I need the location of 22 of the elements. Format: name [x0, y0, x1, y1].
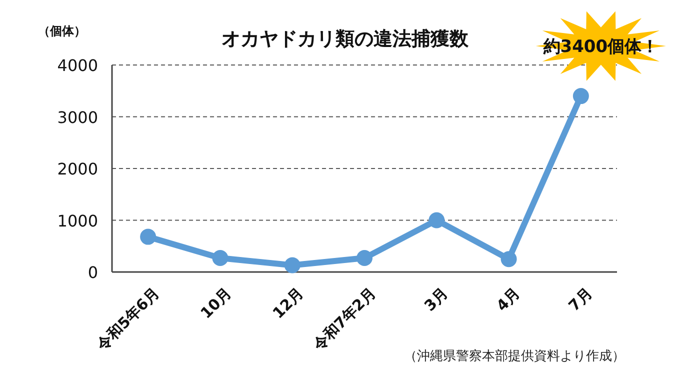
y-tick-label: 4000 [57, 56, 98, 75]
x-tick-label: 4月 [492, 284, 524, 315]
point [140, 228, 156, 245]
y-axis-title: （個体） [38, 24, 86, 38]
x-tick-label: 12月 [269, 284, 308, 322]
point [212, 250, 228, 266]
point [572, 88, 589, 104]
x-tick-label: 令和7年2月 [308, 284, 380, 355]
x-tick-label: 10月 [196, 284, 236, 322]
text: （沖縄県警察本部提供資料より作成） [404, 348, 625, 364]
point [284, 257, 300, 274]
y-tick-label: 3000 [57, 108, 98, 127]
x-tick-label: 3月 [420, 284, 452, 315]
point [500, 251, 517, 268]
y-tick-label: 0 [88, 263, 98, 282]
point [428, 212, 445, 228]
y-tick-label: 2000 [57, 160, 98, 178]
y-tick-label: 1000 [57, 211, 98, 230]
x-tick-label: 令和5年6月 [92, 284, 163, 355]
point [356, 250, 372, 266]
x-tick-label: 7月 [565, 284, 596, 315]
chart-title: オカヤドカリ類の違法捕獲数 [222, 28, 470, 50]
